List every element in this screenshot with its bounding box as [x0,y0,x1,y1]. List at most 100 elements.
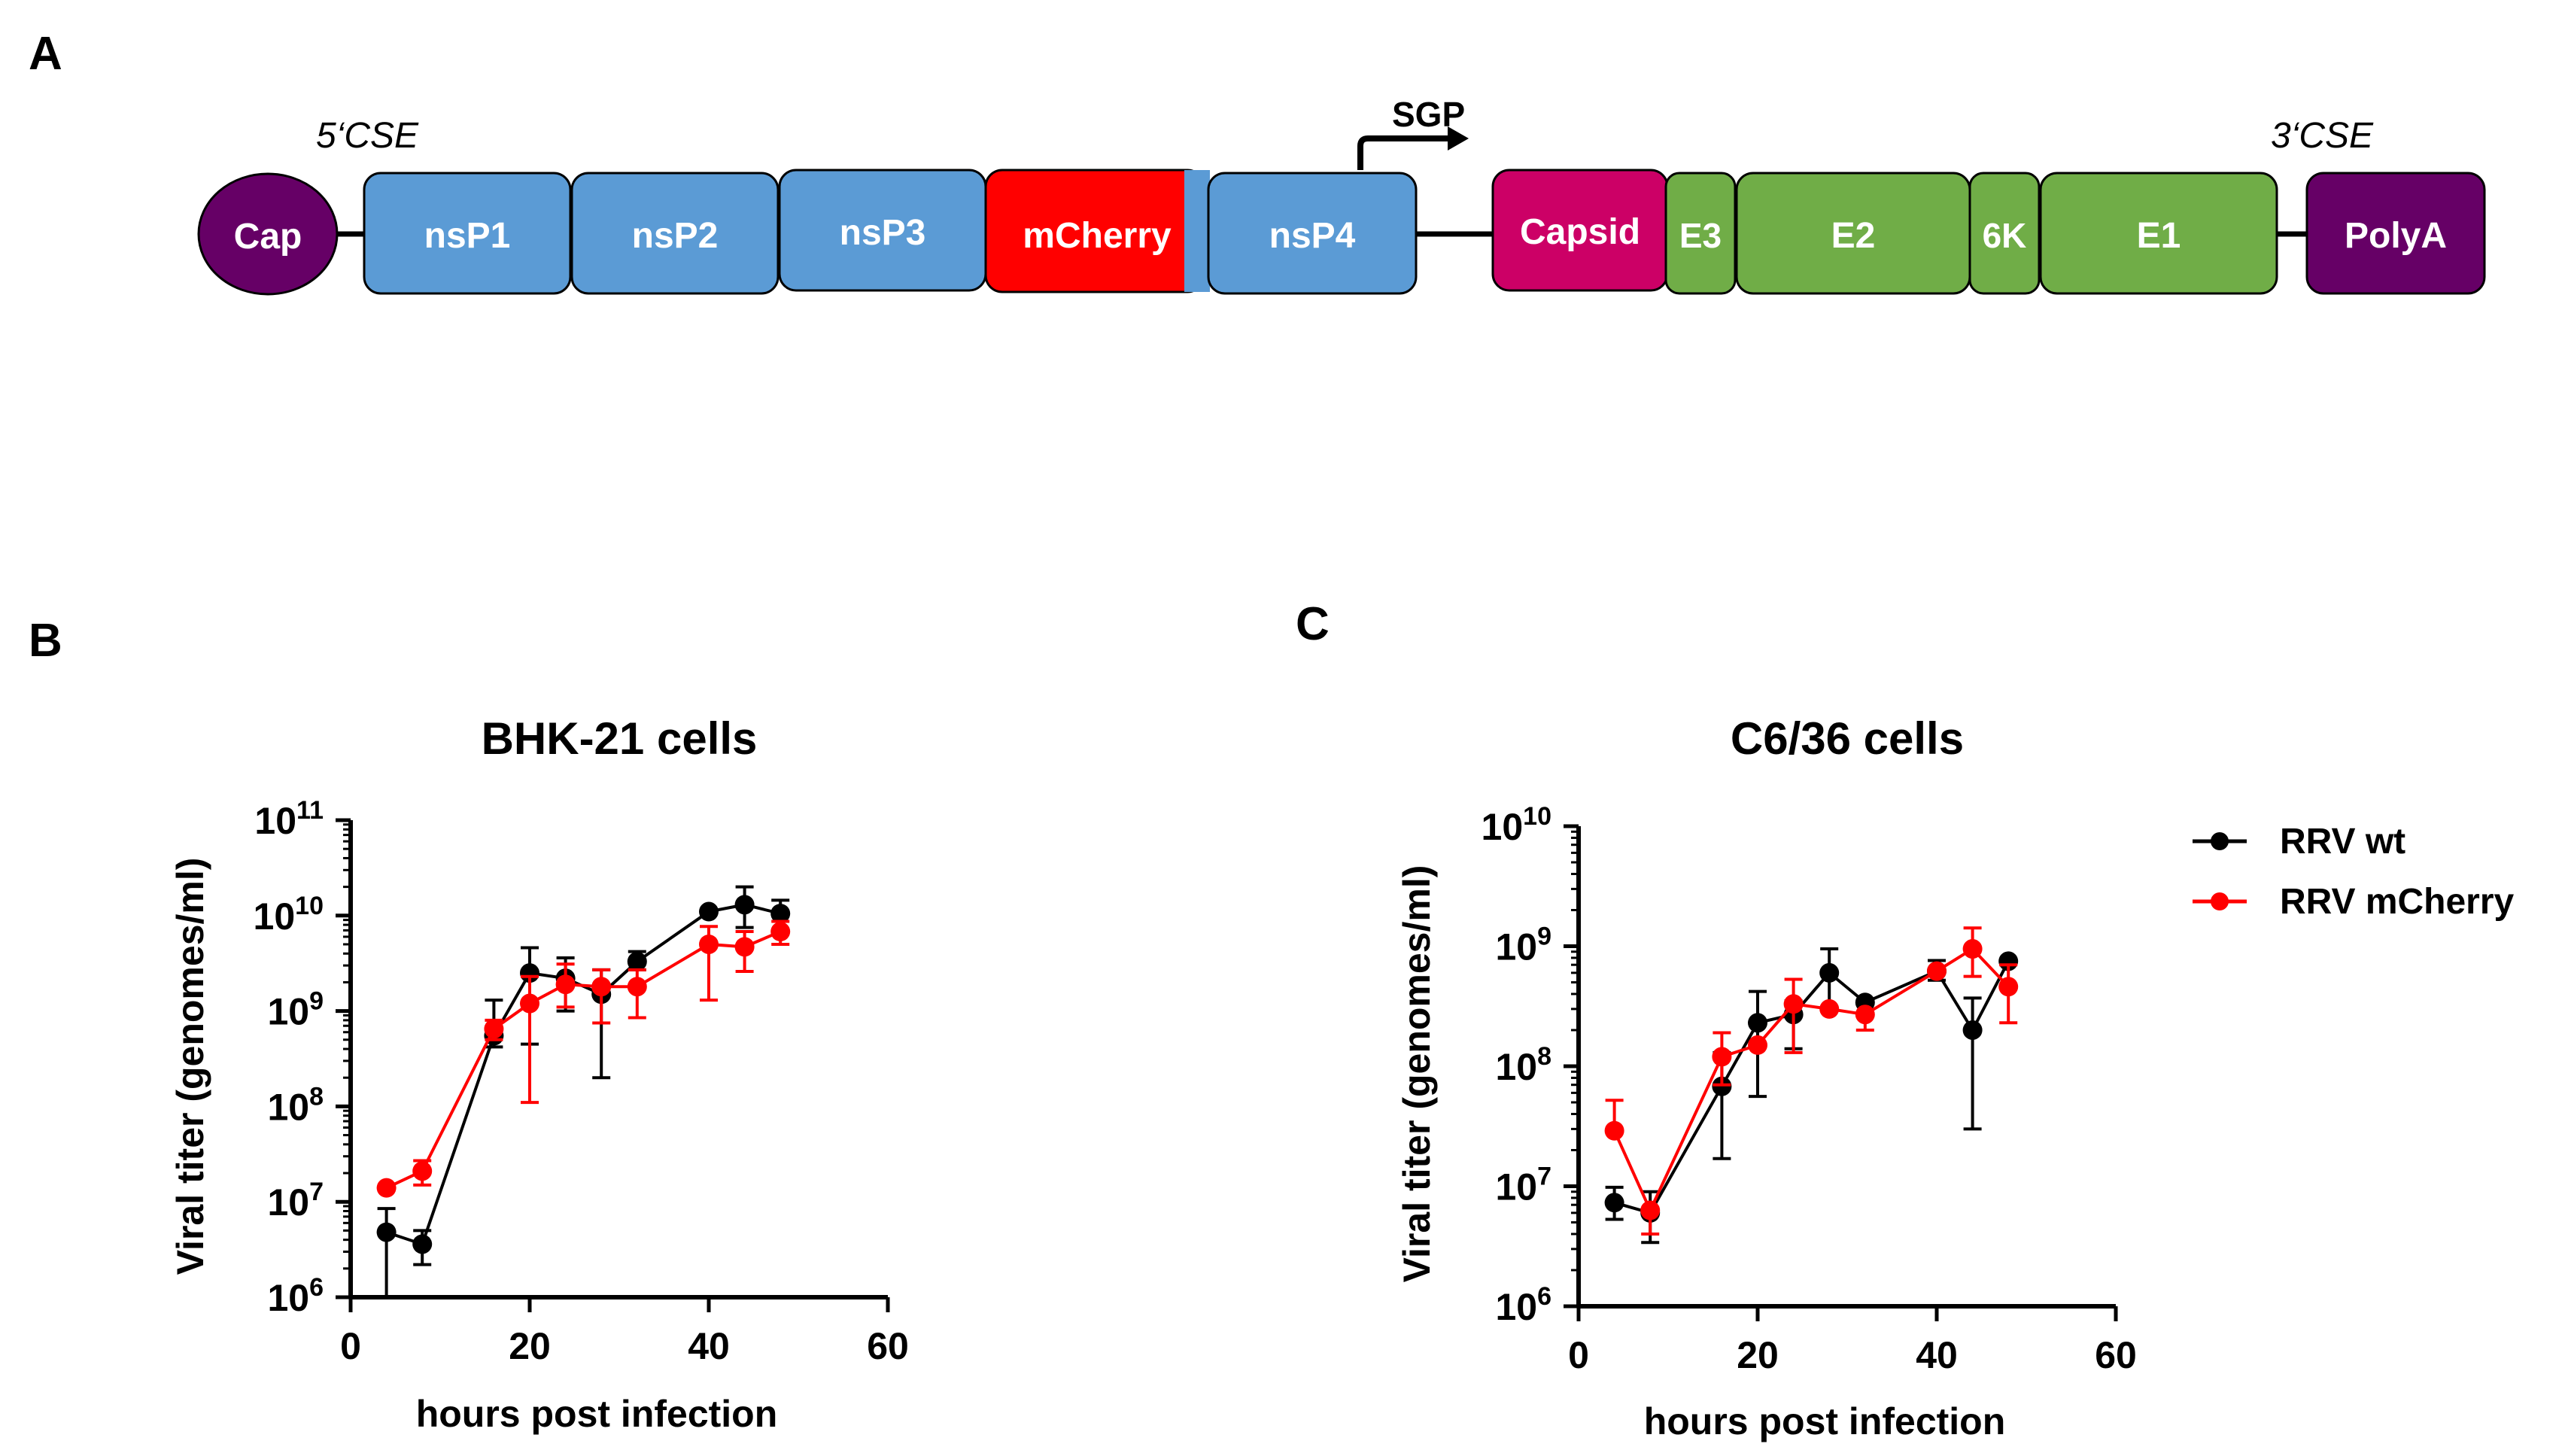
cse3-label: 3‘CSE [2271,116,2374,156]
data-point [1819,962,1840,983]
data-point [376,1222,397,1242]
data-point [734,937,755,957]
data-point [484,1019,504,1039]
y-tick-label: 106 [267,1273,324,1319]
e3-box [1664,172,1737,295]
panel-a-label: A [29,28,62,80]
chart-title: BHK-21 cells [482,713,758,764]
data-point [1748,1035,1767,1055]
panel-b-label: B [29,615,62,667]
nsp1-box [363,172,572,295]
data-point [1712,1047,1732,1067]
chart-title: C6/36 cells [1731,713,1964,764]
series-rrv-mcherry [376,919,791,1198]
legend-marker-rrv-wt [2211,832,2229,850]
data-point [412,1161,433,1181]
nsp2-box [570,172,780,295]
y-tick-label: 1010 [1482,802,1551,848]
data-point [1748,1013,1767,1033]
y-tick-label: 108 [267,1082,324,1128]
y-tick-label: 109 [1495,923,1551,968]
data-point [1962,1020,1983,1040]
series-line [385,903,781,1246]
nsp4-box [1207,172,1418,295]
data-point [1962,939,1983,959]
series-rrv-wt [376,885,791,1299]
data-point [555,974,576,995]
nsp2-label: nsP2 [632,216,719,256]
x-tick-label: 60 [2095,1334,2137,1376]
data-point [1604,1120,1624,1141]
y-axis-label: Viral titer (genomes/ml) [1396,865,1438,1283]
y-tick-label: 1011 [254,796,324,842]
panel-c-label: C [1296,598,1330,650]
legend-label-rrv-wt: RRV wt [2280,822,2405,862]
mcherry-linker [1184,170,1210,292]
sgp-label: SGP [1392,95,1465,134]
e1-box [2039,172,2278,295]
y-tick-label: 108 [1495,1042,1551,1088]
data-point [699,934,719,954]
x-tick-label: 40 [1916,1334,1958,1376]
x-tick-label: 20 [1737,1334,1779,1376]
data-point [1712,1076,1732,1096]
sgp-arrowhead [1448,126,1469,150]
x-axis-label: hours post infection [416,1393,778,1435]
x-tick-label: 40 [688,1325,730,1367]
capsid-label: Capsid [1520,212,1640,252]
data-point [627,951,647,971]
data-point [770,922,791,942]
data-point [770,904,791,924]
series-line [385,930,781,1190]
mcherry-label: mCherry [1023,216,1172,256]
data-point [1783,994,1804,1014]
x-tick-label: 0 [340,1325,361,1367]
e1-label: E1 [2137,216,2181,256]
x-tick-label: 20 [509,1325,551,1367]
data-point [1998,977,2019,997]
data-point [591,977,612,997]
legend: RRV wt RRV mCherry [2193,822,2515,922]
data-point [1927,961,1947,981]
y-tick-label: 106 [1495,1282,1551,1328]
series-line [1614,960,2010,1215]
data-point [1604,1193,1624,1213]
data-point [1640,1200,1661,1220]
series-line [1612,947,2010,1214]
polya-label: PolyA [2345,216,2447,256]
data-point [1855,1005,1875,1025]
polya-box [2305,172,2486,295]
cse5-label: 5‘CSE [316,116,419,156]
x-tick-label: 0 [1568,1334,1589,1376]
nsp1-label: nsP1 [424,216,511,256]
legend-marker-rrv-mcherry [2211,892,2229,910]
chart-c636: C6/36 cells 0 20 40 60 106 107 108 109 1010 hours … [1396,713,2137,1442]
data-point [699,901,719,922]
e3-label: E3 [1679,216,1722,255]
series-rrv-mcherry [1604,926,2019,1236]
data-point [412,1234,433,1254]
6k-box [1968,172,2041,295]
x-tick-label: 60 [867,1325,909,1367]
nsp4-label: nsP4 [1269,216,1356,256]
legend-label-rrv-mcherry: RRV mCherry [2280,882,2515,922]
chart-bhk21: BHK-21 cells 0 20 40 60 106 107 108 109 1010 1011 h… [169,713,909,1435]
y-tick-label: 109 [267,987,324,1033]
cap-label: Cap [234,217,302,257]
sgp-arrow [1357,135,1451,170]
data-point [734,895,755,915]
y-axis-label: Viral titer (genomes/ml) [169,858,211,1275]
data-point [376,1178,397,1198]
y-tick-label: 1010 [254,892,324,938]
data-point [1819,999,1840,1019]
y-tick-label: 107 [1495,1163,1551,1208]
y-tick-label: 107 [267,1178,324,1223]
6k-label: 6K [1983,216,2027,255]
series-rrv-wt [1604,947,2019,1245]
x-axis-label: hours post infection [1644,1400,2006,1442]
data-point [627,977,647,997]
data-point [520,993,539,1014]
cap-ellipse [197,172,339,296]
e2-label: E2 [1831,216,1876,256]
